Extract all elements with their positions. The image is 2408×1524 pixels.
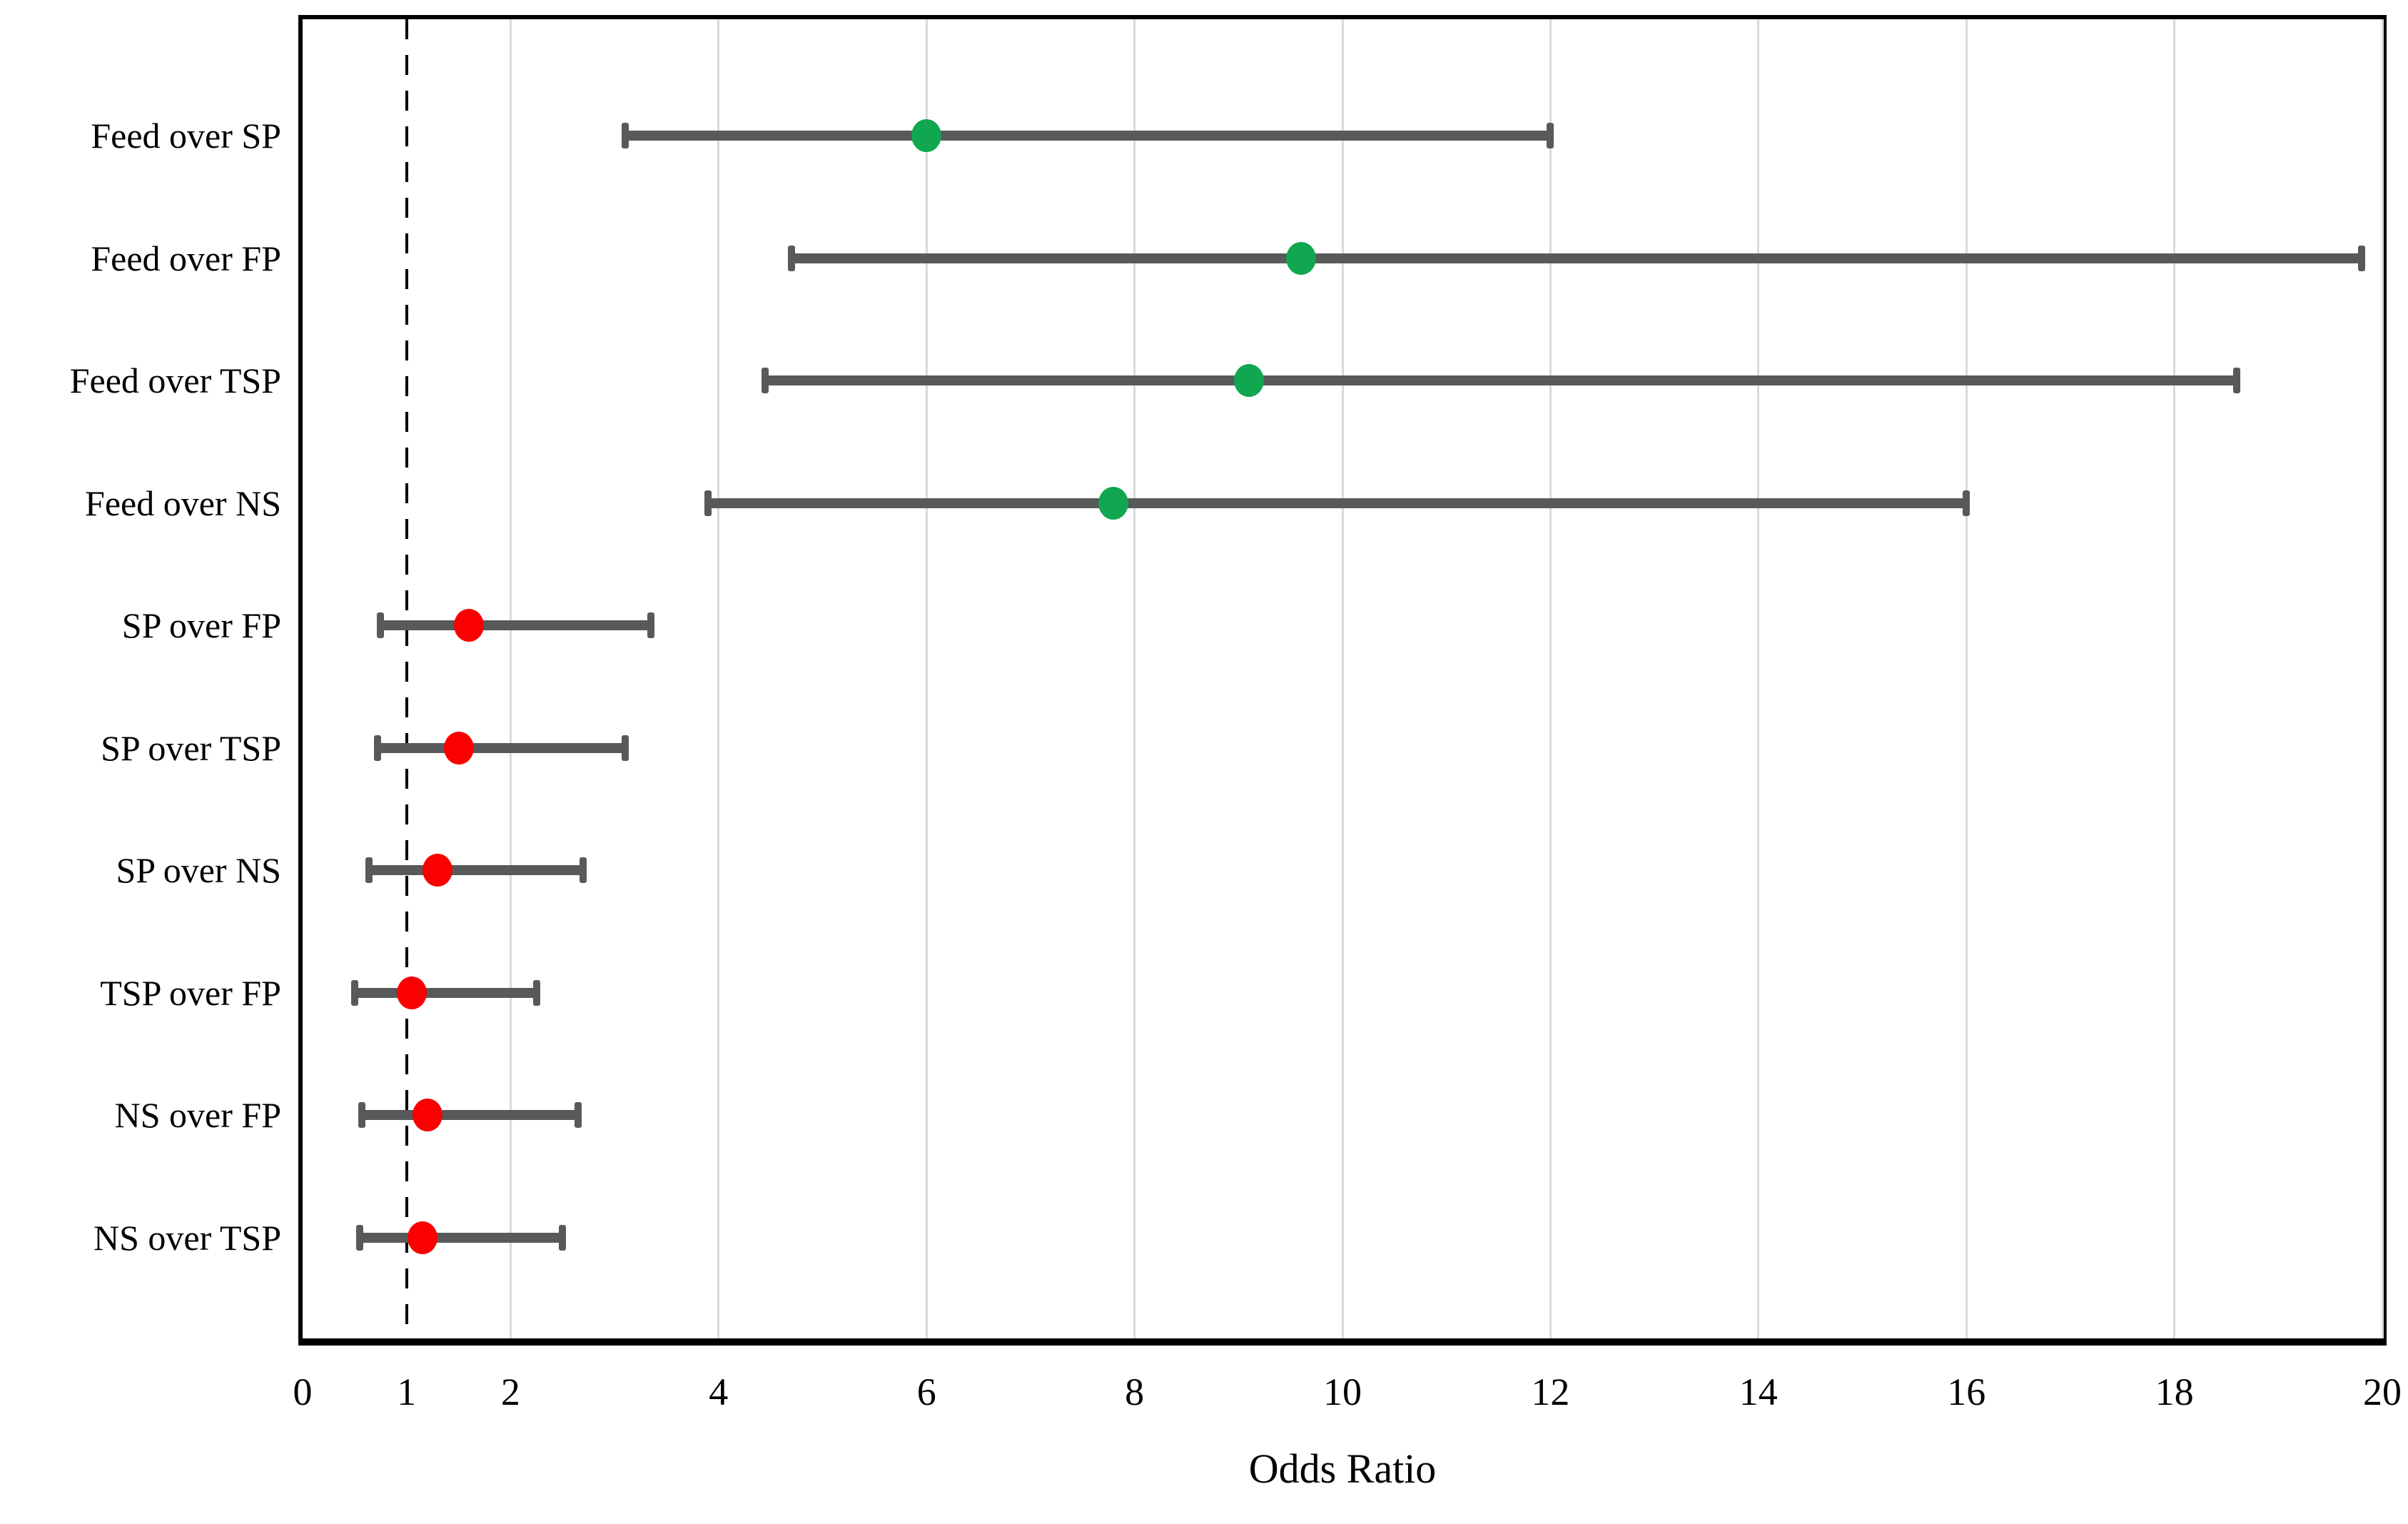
gridline	[1549, 19, 1552, 1338]
ci-cap-left	[365, 857, 373, 883]
ci-cap-left	[373, 735, 381, 761]
or-dot	[407, 1221, 437, 1254]
ci-bar	[362, 1110, 579, 1120]
ci-cap-right	[580, 857, 587, 883]
ci-cap-left	[350, 979, 358, 1006]
ci-bar	[377, 742, 625, 753]
x-tick-label: 1	[397, 1371, 417, 1413]
ci-cap-left	[762, 368, 769, 393]
x-tick-label: 8	[1125, 1371, 1145, 1413]
x-tick-label: 4	[709, 1371, 729, 1413]
gridline	[717, 19, 720, 1338]
or-dot	[1285, 241, 1316, 275]
x-tick-label: 20	[2363, 1371, 2402, 1413]
gridline	[1133, 19, 1136, 1338]
gridline	[925, 19, 928, 1338]
x-tick-label: 14	[1739, 1371, 1778, 1413]
or-dot	[443, 731, 474, 764]
ci-cap-left	[356, 1224, 364, 1251]
x-tick-label: 18	[2155, 1371, 2194, 1413]
ci-bar	[354, 987, 537, 998]
gridline	[2381, 19, 2384, 1338]
or-dot	[412, 1099, 442, 1131]
ci-cap-right	[532, 979, 540, 1006]
row-label: SP over NS	[116, 850, 281, 890]
gridline	[509, 19, 512, 1338]
row-label: Feed over NS	[85, 483, 281, 523]
ci-cap-right	[559, 1224, 567, 1251]
plot-area	[298, 15, 2387, 1346]
x-tick-label: 6	[916, 1371, 936, 1413]
row-label: NS over TSP	[93, 1217, 281, 1258]
ci-cap-right	[1547, 123, 1554, 148]
x-tick-label: 2	[500, 1371, 520, 1413]
row-label: SP over FP	[121, 605, 281, 645]
ci-bar	[624, 131, 1551, 141]
gridline	[2173, 19, 2176, 1338]
ci-cap-left	[377, 612, 385, 638]
or-dot	[423, 854, 453, 887]
x-tick-label: 16	[1947, 1371, 1986, 1413]
ci-cap-right	[2357, 245, 2365, 271]
ci-bar	[380, 620, 652, 630]
ci-bar	[765, 375, 2237, 385]
row-label: TSP over FP	[100, 972, 281, 1013]
row-label: Feed over TSP	[69, 360, 281, 400]
ci-cap-left	[358, 1102, 366, 1128]
or-dot	[396, 976, 427, 1009]
or-dot	[454, 609, 485, 642]
gridline	[1757, 19, 1760, 1338]
gridline	[1341, 19, 1344, 1338]
ci-cap-left	[787, 245, 795, 271]
row-label: SP over TSP	[101, 727, 281, 768]
ci-cap-right	[647, 612, 655, 638]
gridline	[1965, 19, 1968, 1338]
ci-cap-right	[621, 735, 629, 761]
row-label: Feed over SP	[91, 116, 281, 156]
ci-cap-right	[2233, 368, 2241, 393]
ci-cap-right	[1963, 490, 1971, 516]
or-dot	[1233, 364, 1264, 397]
ci-bar	[791, 253, 2362, 263]
ci-cap-right	[575, 1102, 582, 1128]
ci-bar	[708, 498, 1967, 508]
x-tick-label: 12	[1531, 1371, 1570, 1413]
reference-line	[405, 19, 408, 1338]
ci-bar	[360, 1232, 563, 1243]
x-axis-title: Odds Ratio	[1248, 1445, 1437, 1492]
x-tick-label: 0	[293, 1371, 313, 1413]
ci-bar	[369, 865, 584, 875]
x-tick-label: 10	[1323, 1371, 1362, 1413]
row-label: Feed over FP	[91, 238, 281, 278]
row-label: NS over FP	[114, 1095, 281, 1135]
ci-cap-left	[621, 123, 629, 148]
ci-cap-left	[704, 490, 712, 516]
or-dot	[1098, 486, 1129, 520]
or-dot	[911, 119, 942, 152]
